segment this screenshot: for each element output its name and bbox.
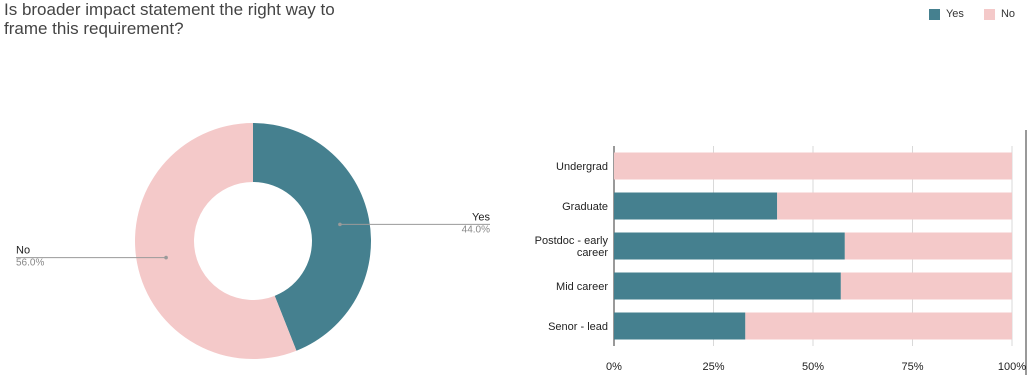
legend-swatch-yes — [928, 8, 940, 20]
x-tick-label-3: 75% — [901, 361, 923, 373]
donut-percent-yes: 44.0% — [462, 224, 490, 235]
chart-title-line-1: Is broader impact statement the right wa… — [4, 0, 335, 19]
chart-title-line-2: frame this requirement? — [4, 19, 184, 38]
legend-swatch-no — [983, 8, 995, 20]
chart-title: Is broader impact statement the right wa… — [4, 0, 384, 38]
bar-no-0[interactable] — [614, 152, 1012, 180]
donut-label-yes: Yes — [472, 211, 490, 223]
donut-slice-yes[interactable] — [253, 123, 371, 351]
bar-no-3[interactable] — [840, 272, 1012, 300]
x-tick-label-2: 50% — [802, 361, 824, 373]
donut-percent-no: 56.0% — [16, 258, 44, 269]
x-tick-label-4: 100% — [998, 361, 1026, 373]
bar-no-4[interactable] — [745, 312, 1012, 340]
legend: Yes No — [928, 8, 1015, 20]
bar-yes-1[interactable] — [614, 192, 778, 220]
category-label-0-0: Undergrad — [556, 161, 608, 173]
category-label-2-0: Postdoc - early — [535, 235, 609, 247]
category-label-2-1: career — [577, 247, 609, 259]
legend-item-yes[interactable]: Yes — [928, 8, 964, 20]
bar-yes-2[interactable] — [614, 232, 845, 260]
legend-item-no[interactable]: No — [983, 8, 1015, 20]
bar-no-1[interactable] — [777, 192, 1012, 220]
x-tick-label-1: 25% — [702, 361, 724, 373]
legend-label-no: No — [1000, 8, 1015, 20]
bar-yes-3[interactable] — [614, 272, 841, 300]
donut-label-no: No — [16, 245, 30, 257]
x-tick-label-0: 0% — [606, 361, 622, 373]
category-label-4-0: Senor - lead — [548, 321, 608, 333]
category-label-3-0: Mid career — [556, 281, 608, 293]
bar-no-2[interactable] — [844, 232, 1012, 260]
donut-slice-no[interactable] — [135, 123, 297, 360]
bar-yes-4[interactable] — [614, 312, 746, 340]
category-label-1-0: Graduate — [562, 201, 608, 213]
legend-label-yes: Yes — [945, 8, 964, 20]
